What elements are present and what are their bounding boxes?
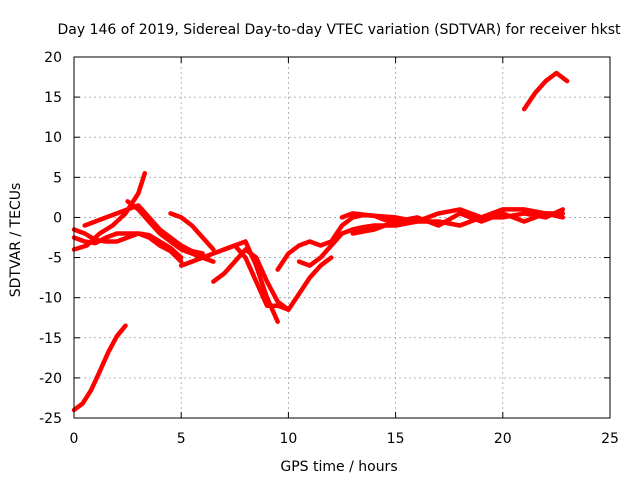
y-tick-label: 10 [44,130,62,146]
series-arc-f [168,211,216,252]
x-tick-label: 10 [279,431,297,447]
plot-frame [73,56,611,419]
series-arc-e [125,199,216,264]
x-tick-label: 25 [601,431,619,447]
x-tick-label: 0 [70,431,79,447]
grid [74,57,610,418]
chart-title: Day 146 of 2019, Sidereal Day-to-day VTE… [58,22,621,38]
y-tick-label: -25 [39,411,62,427]
y-tick-label: -10 [39,291,62,307]
y-tick-label: 20 [44,50,62,66]
y-axis-label: SDTVAR / TECUs [8,183,24,298]
series-arc-h [211,247,334,312]
series-arc-a [71,171,148,252]
y-tick-label: -20 [39,371,62,387]
series-arc-l [350,211,566,236]
x-tick-labels: 0 5 10 15 20 25 [70,431,619,447]
x-axis-label: GPS time / hours [280,459,397,475]
y-tick-labels: 20 15 10 5 0 -5 -10 -15 -20 -25 [39,50,62,427]
series-arc-i [221,239,280,324]
y-tick-label: -5 [48,251,62,267]
series-layer [71,70,570,413]
series-arc-late [521,70,570,112]
y-tick-label: 15 [44,90,62,106]
axis-ticks [73,56,611,419]
series-arc-b [71,231,184,260]
series-arc-m [339,207,566,224]
y-tick-label: 0 [53,210,62,226]
y-tick-label: 5 [53,170,62,186]
x-tick-label: 20 [494,431,512,447]
series-arc-c [71,227,184,264]
x-tick-label: 5 [177,431,186,447]
y-tick-label: -15 [39,331,62,347]
x-tick-label: 15 [387,431,405,447]
series-arc-d [82,203,205,256]
series-arc-early [71,323,128,413]
